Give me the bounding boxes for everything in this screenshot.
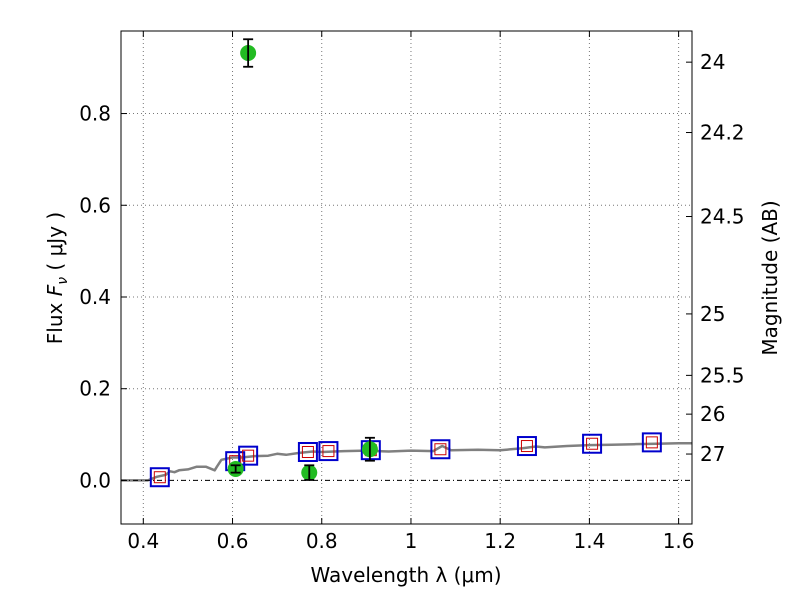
tick-layer: 0.4 0.6 0.8 1 1.2 1.4 1.6 0.0 0.2 0.4 0.6 0.8 24 24.2… bbox=[79, 31, 745, 553]
model-photometry-square bbox=[582, 433, 603, 454]
model-photometry-square bbox=[516, 436, 537, 457]
marker-layer bbox=[149, 38, 662, 488]
y-axis-label: Flux Fν ( μJy ) bbox=[43, 212, 71, 344]
model-photometry-inner-square bbox=[645, 436, 658, 449]
magnitude-tick-label: 25 bbox=[700, 302, 725, 326]
model-photometry-inner-square bbox=[301, 445, 314, 458]
model-photometry-inner-square bbox=[586, 437, 599, 450]
y-label-subscript: ν bbox=[55, 277, 71, 285]
y-tick-label: 0.0 bbox=[79, 468, 111, 492]
magnitude-tick-label: 24.5 bbox=[700, 205, 745, 229]
magnitude-tick-label: 25.5 bbox=[700, 363, 745, 387]
y-label-prefix: Flux bbox=[43, 296, 67, 344]
x-tick-label: 0.6 bbox=[217, 529, 249, 553]
y-label-variable: F bbox=[43, 284, 67, 296]
x-tick-label: 1.6 bbox=[663, 529, 695, 553]
model-photometry-square bbox=[318, 441, 339, 462]
model-photometry-square bbox=[430, 439, 451, 460]
plot-frame bbox=[120, 30, 693, 525]
x-tick-label: 0.8 bbox=[306, 529, 338, 553]
y-label-suffix: ( μJy ) bbox=[43, 212, 67, 277]
y-tick-label: 0.4 bbox=[79, 285, 111, 309]
x-tick-label: 1 bbox=[405, 529, 418, 553]
model-photometry-square bbox=[297, 441, 318, 462]
y-tick-label: 0.2 bbox=[79, 377, 111, 401]
x-tick-label: 1.4 bbox=[573, 529, 605, 553]
model-photometry-inner-square bbox=[434, 443, 447, 456]
model-photometry-square bbox=[238, 445, 259, 466]
x-tick-label: 1.2 bbox=[484, 529, 516, 553]
model-photometry-square bbox=[641, 432, 662, 453]
model-photometry-inner-square bbox=[322, 445, 335, 458]
magnitude-tick-label: 24.2 bbox=[700, 121, 745, 145]
y2-axis-label: Magnitude (AB) bbox=[758, 200, 782, 355]
magnitude-tick-label: 26 bbox=[700, 402, 725, 426]
y-tick-label: 0.8 bbox=[79, 102, 111, 126]
magnitude-tick-label: 27 bbox=[700, 442, 725, 466]
magnitude-tick-label: 24 bbox=[700, 50, 725, 74]
model-photometry-inner-square bbox=[242, 449, 255, 462]
y-tick-label: 0.6 bbox=[79, 193, 111, 217]
x-tick-label: 0.4 bbox=[127, 529, 159, 553]
x-axis-label: Wavelength λ (μm) bbox=[310, 563, 501, 587]
model-photometry-square bbox=[149, 467, 170, 488]
model-photometry-inner-square bbox=[520, 440, 533, 453]
model-photometry-inner-square bbox=[153, 471, 166, 484]
